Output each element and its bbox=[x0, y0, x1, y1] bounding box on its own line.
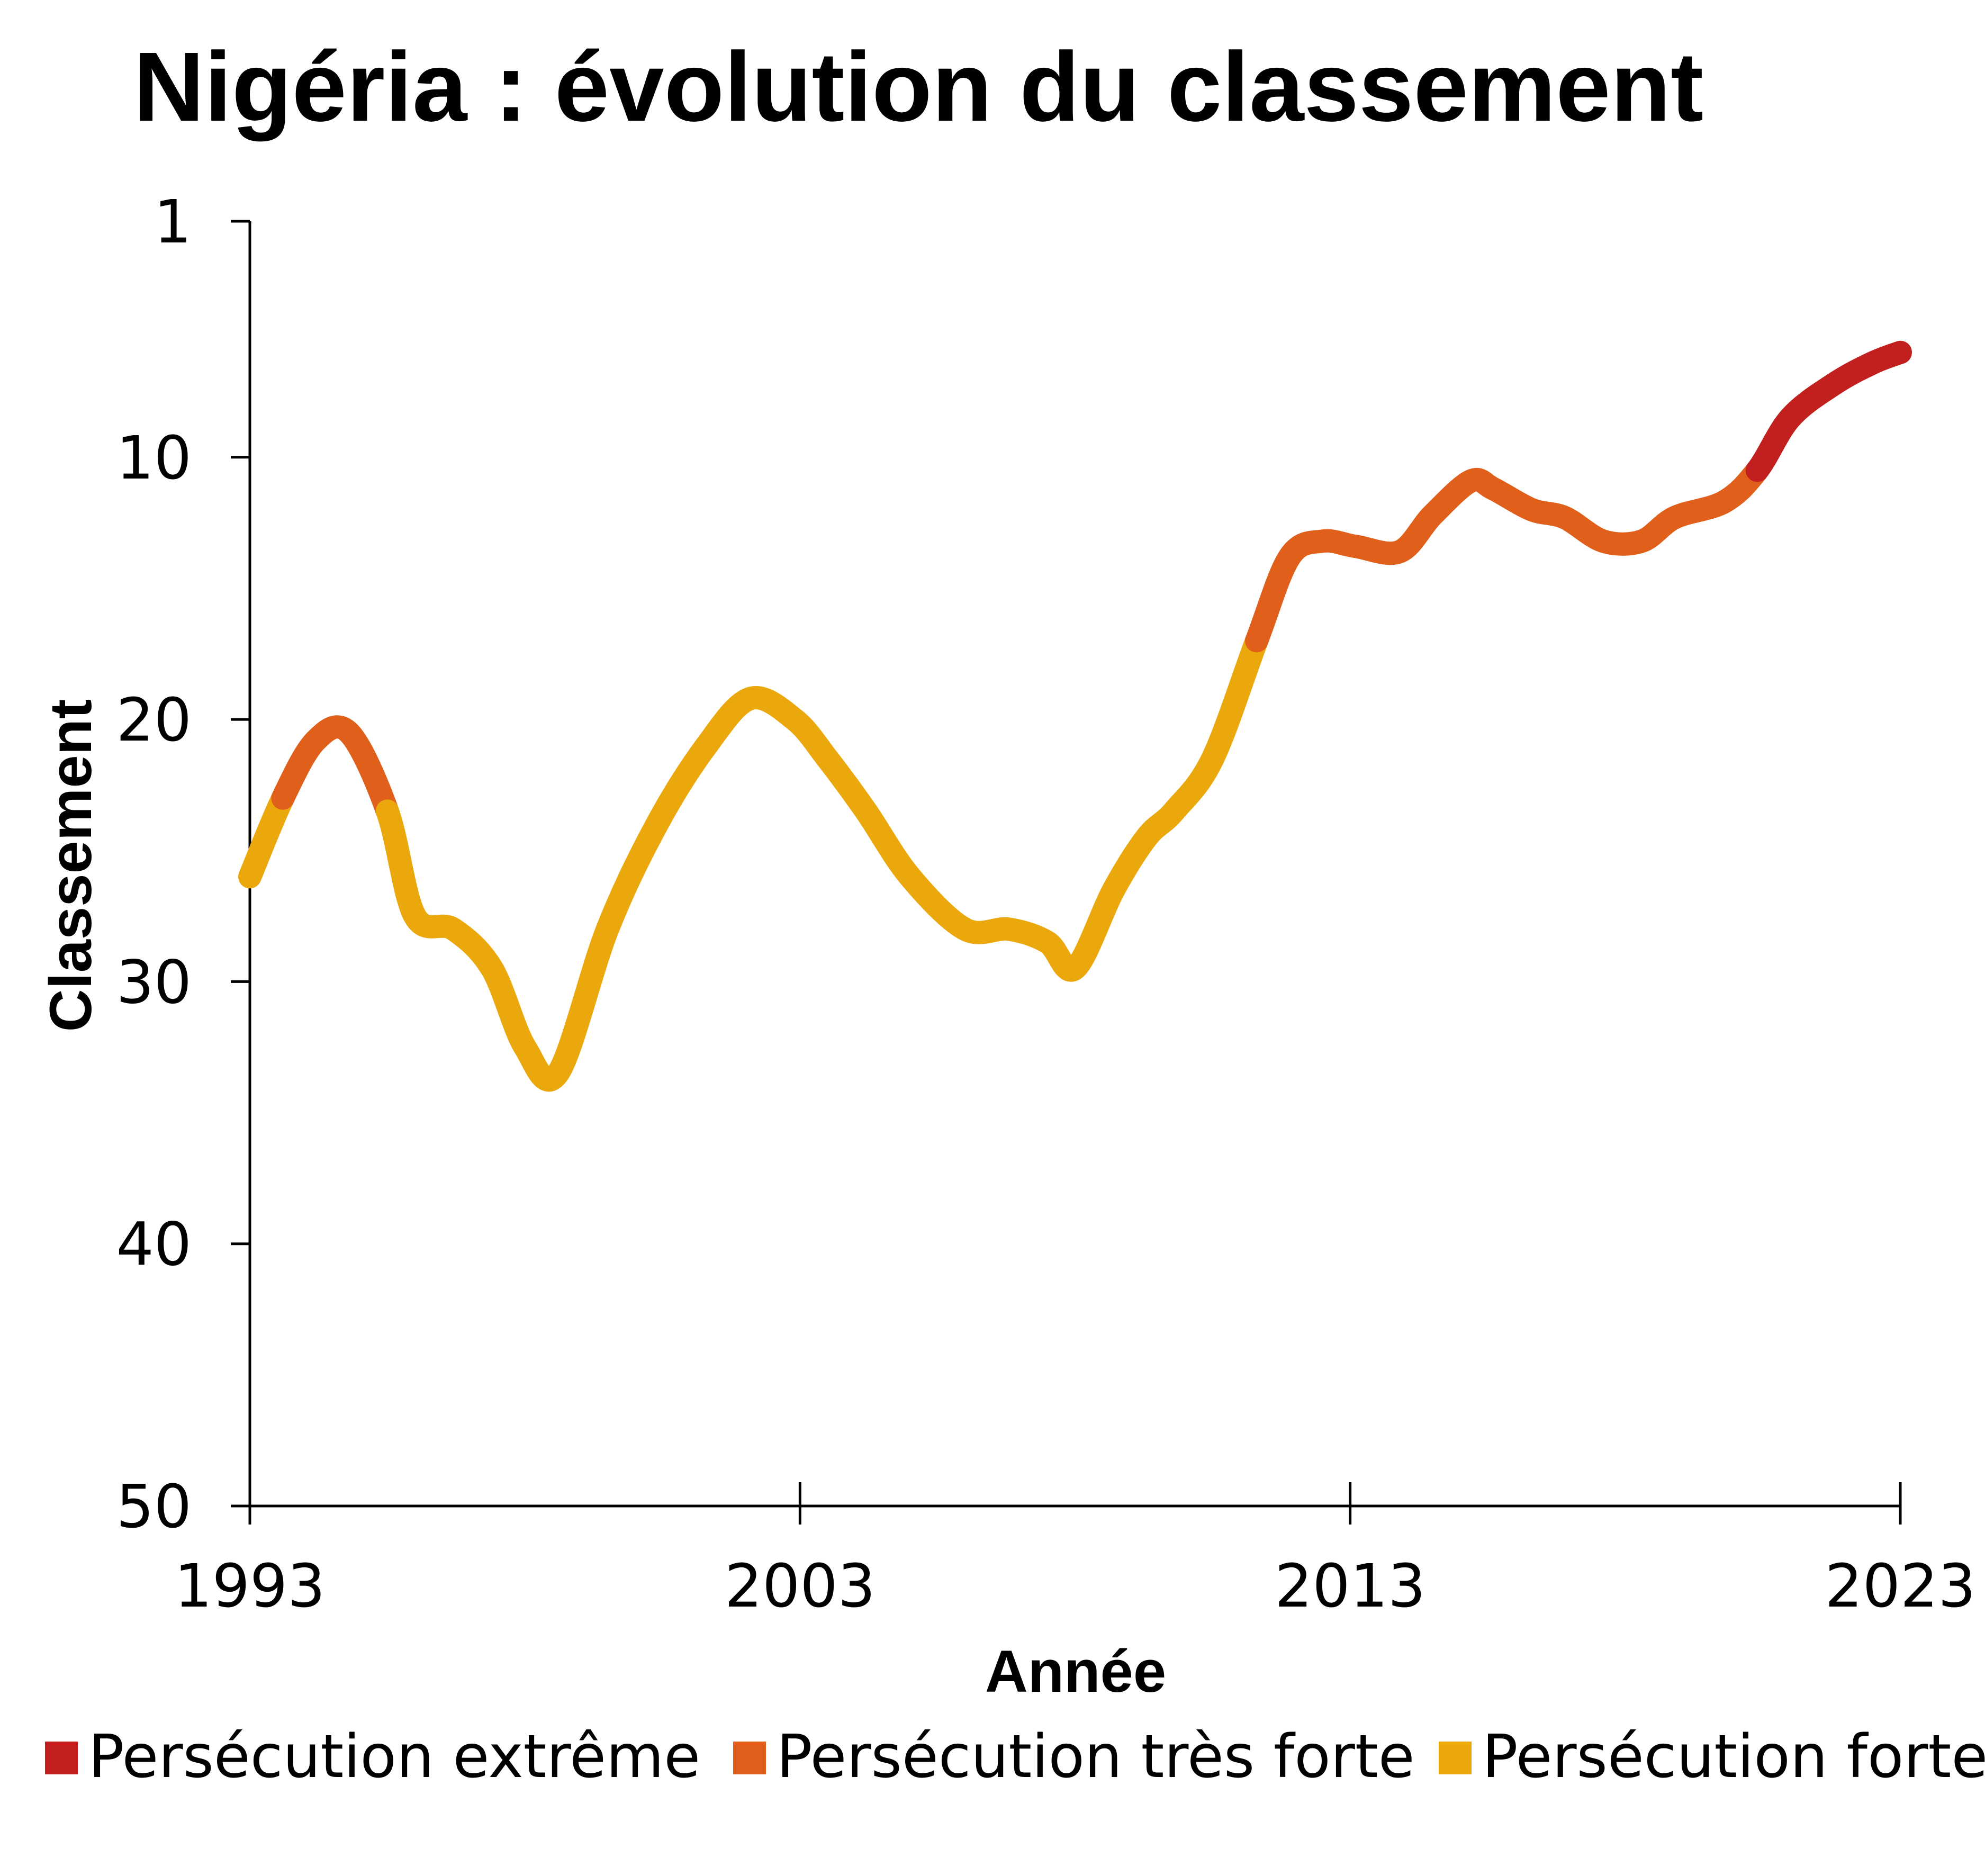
legend-item: Persécution forte bbox=[1439, 1722, 1985, 1791]
line-segment-très-forte bbox=[271, 715, 399, 823]
legend-swatch bbox=[733, 1742, 766, 1774]
legend-label: Persécution extrême bbox=[88, 1722, 700, 1791]
line-segment-très-forte bbox=[1245, 458, 1769, 653]
legend-swatch bbox=[45, 1742, 78, 1774]
y-tick-label: 40 bbox=[116, 1211, 192, 1279]
line-segment-forte bbox=[375, 629, 1268, 1092]
line-segment-forte bbox=[238, 786, 295, 889]
x-tick-label: 2023 bbox=[1825, 1552, 1975, 1621]
y-tick-label: 50 bbox=[116, 1473, 192, 1541]
legend-label: Persécution forte bbox=[1482, 1722, 1985, 1791]
chart-title: Nigéria : évolution du classement bbox=[133, 32, 1703, 142]
y-tick-label: 20 bbox=[116, 686, 192, 755]
y-ticks: 1 10 20 30 40 50 bbox=[116, 188, 250, 1541]
legend-item: Persécution extrême bbox=[45, 1722, 700, 1791]
y-axis: 1 10 20 30 40 50 bbox=[116, 188, 251, 1541]
legend-item: Persécution très forte bbox=[733, 1722, 1415, 1791]
y-tick-label: 1 bbox=[154, 188, 192, 257]
y-tick-label: 10 bbox=[116, 424, 192, 493]
ranking-series bbox=[238, 340, 1912, 1092]
x-axis-title: Année bbox=[985, 1638, 1166, 1704]
legend-swatch bbox=[1439, 1742, 1472, 1774]
x-tick-label: 2003 bbox=[725, 1552, 876, 1621]
x-axis: 1993 2003 2013 2023 bbox=[174, 1482, 1976, 1621]
y-axis-title: Classement bbox=[38, 699, 104, 1032]
x-tick-label: 2013 bbox=[1275, 1552, 1425, 1621]
line-segment-extrême bbox=[1745, 340, 1912, 482]
x-ticks: 1993 2003 2013 2023 bbox=[174, 1482, 1976, 1621]
y-tick-label: 30 bbox=[116, 948, 192, 1017]
legend: Persécution extrême Persécution très fort… bbox=[45, 1722, 1985, 1791]
x-tick-label: 1993 bbox=[174, 1552, 325, 1621]
legend-label: Persécution très forte bbox=[777, 1722, 1415, 1791]
